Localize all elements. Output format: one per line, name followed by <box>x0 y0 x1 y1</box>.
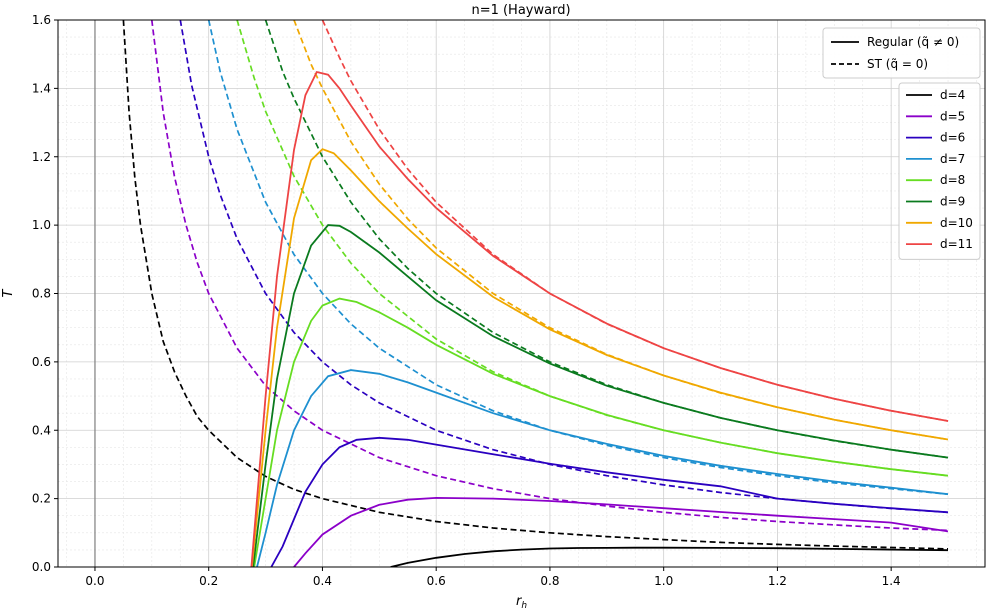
regular-line-d9 <box>252 224 949 567</box>
color-legend-label-d4: d=4 <box>940 88 965 102</box>
x-tick-label: 0.4 <box>313 574 332 588</box>
x-tick-label: 0.2 <box>199 574 218 588</box>
regular-line-d6 <box>270 436 949 567</box>
series-layer <box>122 20 949 567</box>
y-tick-label: 0.6 <box>32 355 51 369</box>
y-tick-label: 0.8 <box>32 287 51 301</box>
chart-title: n=1 (Hayward) <box>471 3 570 18</box>
color-legend: d=4 d=5 d=6 d=7 d=8 d=9 d=10 d=11 <box>898 82 981 260</box>
y-tick-label: 1.6 <box>32 13 51 27</box>
color-legend-label-d7: d=7 <box>940 152 965 166</box>
x-tick-label: 0.8 <box>540 574 559 588</box>
y-tick-label: 1.0 <box>32 218 51 232</box>
color-legend-label-d11: d=11 <box>940 237 973 251</box>
x-tick-label: 1.2 <box>768 574 787 588</box>
st-line-d8 <box>236 20 949 477</box>
regular-line-d7 <box>256 369 949 567</box>
st-line-d4 <box>122 20 949 550</box>
style-legend-label-dashed: ST (q̃ = 0) <box>867 57 928 71</box>
color-legend-box <box>898 82 981 260</box>
color-legend-label-d9: d=9 <box>940 195 965 209</box>
regular-line-d11 <box>250 70 949 567</box>
color-legend-label-d10: d=10 <box>940 216 973 230</box>
style-legend: Regular (q̃ ≠ 0) ST (q̃ = 0) <box>822 27 981 79</box>
regular-line-d4 <box>390 546 949 567</box>
x-tick-label: 1.4 <box>882 574 901 588</box>
ticks-layer: 0.0 0.2 0.4 0.6 0.8 1.0 1.2 1.4 0.0 0.2 0.4 0.6 0.8 1… <box>32 13 901 588</box>
color-legend-label-d6: d=6 <box>940 131 965 145</box>
x-tick-label: 0.6 <box>427 574 446 588</box>
y-axis-label: T <box>1 288 16 297</box>
st-line-d10 <box>293 20 949 441</box>
color-legend-label-d5: d=5 <box>940 109 965 123</box>
y-tick-label: 1.2 <box>32 150 51 164</box>
style-legend-label-solid: Regular (q̃ ≠ 0) <box>867 35 959 49</box>
x-axis-label: rh <box>516 594 527 611</box>
x-tick-label: 1.0 <box>654 574 673 588</box>
st-line-d6 <box>179 20 949 514</box>
y-tick-label: 0.4 <box>32 423 51 437</box>
st-line-d7 <box>207 20 949 496</box>
color-legend-label-d8: d=8 <box>940 173 965 187</box>
style-legend-box <box>822 27 981 79</box>
y-tick-label: 0.2 <box>32 492 51 506</box>
x-tick-label: 0.0 <box>85 574 104 588</box>
regular-line-d5 <box>293 496 949 567</box>
y-tick-label: 1.4 <box>32 81 51 95</box>
st-line-d5 <box>150 20 949 532</box>
y-tick-label: 0.0 <box>32 560 51 574</box>
regular-line-d8 <box>253 297 949 567</box>
regular-line-d10 <box>251 148 949 567</box>
